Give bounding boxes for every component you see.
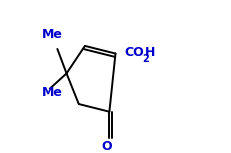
Text: 2: 2 (142, 54, 149, 64)
Text: O: O (102, 140, 112, 153)
Text: CO: CO (125, 46, 144, 59)
Text: Me: Me (42, 86, 63, 99)
Text: H: H (145, 46, 156, 59)
Text: Me: Me (42, 28, 63, 41)
